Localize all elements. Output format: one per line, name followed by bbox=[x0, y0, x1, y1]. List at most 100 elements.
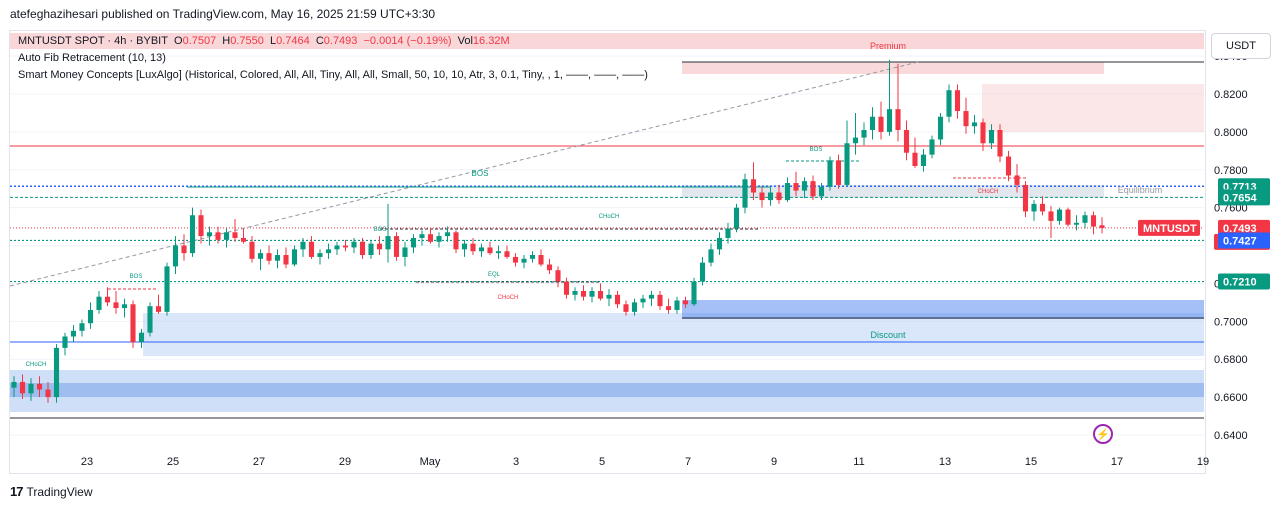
candle[interactable] bbox=[716, 232, 723, 256]
candle[interactable] bbox=[419, 230, 425, 246]
candle[interactable] bbox=[223, 228, 230, 248]
candle[interactable] bbox=[861, 122, 867, 146]
candle[interactable] bbox=[614, 291, 621, 309]
candle[interactable] bbox=[742, 173, 748, 214]
candle[interactable] bbox=[512, 253, 519, 267]
candle[interactable] bbox=[912, 137, 918, 168]
candle[interactable] bbox=[682, 296, 689, 309]
candle[interactable] bbox=[946, 84, 952, 123]
candle[interactable] bbox=[572, 287, 578, 301]
candle[interactable] bbox=[801, 177, 808, 199]
candle[interactable] bbox=[249, 236, 255, 263]
candle[interactable] bbox=[453, 230, 459, 254]
candle[interactable] bbox=[886, 59, 893, 136]
candle[interactable] bbox=[597, 283, 604, 301]
candle[interactable] bbox=[45, 381, 51, 403]
candle[interactable] bbox=[929, 135, 935, 159]
candle[interactable] bbox=[903, 120, 910, 161]
candle[interactable] bbox=[971, 114, 978, 134]
candle[interactable] bbox=[274, 249, 281, 269]
candle[interactable] bbox=[589, 287, 595, 303]
candle[interactable] bbox=[954, 84, 961, 119]
candle[interactable] bbox=[546, 258, 553, 274]
candle[interactable] bbox=[325, 243, 332, 259]
candle[interactable] bbox=[648, 291, 655, 307]
candle[interactable] bbox=[665, 298, 672, 314]
candle[interactable] bbox=[300, 237, 306, 257]
candle[interactable] bbox=[53, 344, 60, 403]
candle[interactable] bbox=[181, 234, 187, 261]
candle[interactable] bbox=[699, 256, 706, 286]
tradingview-logo-icon[interactable]: 17 bbox=[10, 484, 24, 499]
candle[interactable] bbox=[478, 243, 485, 257]
candle[interactable] bbox=[376, 236, 383, 256]
candle[interactable] bbox=[308, 236, 315, 259]
candle[interactable] bbox=[1073, 215, 1080, 231]
candle[interactable] bbox=[19, 374, 26, 400]
candle[interactable] bbox=[317, 249, 323, 265]
candle[interactable] bbox=[580, 285, 587, 301]
candle[interactable] bbox=[427, 228, 434, 244]
candle[interactable] bbox=[878, 101, 884, 140]
symbol-name[interactable]: MNTUSDT SPOT · 4h · BYBIT bbox=[18, 35, 168, 47]
candle[interactable] bbox=[444, 226, 451, 242]
candle[interactable] bbox=[104, 287, 111, 307]
currency-button[interactable]: USDT bbox=[1211, 33, 1271, 59]
candle[interactable] bbox=[810, 175, 816, 201]
candle[interactable] bbox=[733, 203, 740, 233]
candle[interactable] bbox=[937, 112, 944, 146]
candle[interactable] bbox=[818, 183, 825, 201]
candle[interactable] bbox=[631, 298, 638, 316]
candle[interactable] bbox=[563, 277, 570, 299]
candle[interactable] bbox=[759, 186, 765, 208]
candle[interactable] bbox=[504, 245, 510, 259]
candle[interactable] bbox=[172, 236, 179, 274]
candle[interactable] bbox=[393, 232, 400, 261]
candle[interactable] bbox=[206, 226, 213, 246]
symbol-legend[interactable]: MNTUSDT SPOT · 4h · BYBIT O0.7507 H0.755… bbox=[18, 35, 510, 47]
candle[interactable] bbox=[835, 154, 842, 189]
candle[interactable] bbox=[1039, 196, 1046, 216]
candle[interactable] bbox=[767, 186, 774, 206]
candle[interactable] bbox=[215, 226, 221, 244]
candle[interactable] bbox=[164, 262, 170, 316]
chart-frame[interactable] bbox=[9, 30, 1206, 474]
candle[interactable] bbox=[113, 291, 119, 314]
candle[interactable] bbox=[1014, 164, 1020, 193]
candle[interactable] bbox=[844, 120, 850, 187]
candle[interactable] bbox=[232, 219, 238, 242]
candle[interactable] bbox=[1031, 200, 1037, 221]
candle[interactable] bbox=[691, 277, 697, 307]
candle[interactable] bbox=[827, 156, 833, 191]
candle[interactable] bbox=[674, 296, 680, 314]
candle[interactable] bbox=[283, 247, 289, 269]
candle[interactable] bbox=[368, 239, 374, 259]
indicator-fib-legend[interactable]: Auto Fib Retracement (10, 13) bbox=[18, 52, 166, 64]
candle[interactable] bbox=[155, 294, 162, 314]
candle[interactable] bbox=[79, 319, 85, 337]
candle[interactable] bbox=[793, 171, 799, 197]
candle[interactable] bbox=[895, 63, 901, 142]
candle[interactable] bbox=[1022, 181, 1029, 218]
candle[interactable] bbox=[1090, 211, 1097, 235]
candle[interactable] bbox=[708, 243, 714, 267]
candle[interactable] bbox=[11, 376, 17, 398]
candle[interactable] bbox=[997, 124, 1003, 163]
candle[interactable] bbox=[963, 97, 969, 134]
candle[interactable] bbox=[1048, 205, 1054, 238]
candle[interactable] bbox=[920, 148, 927, 172]
candle[interactable] bbox=[70, 325, 77, 343]
candle[interactable] bbox=[461, 239, 468, 257]
candle[interactable] bbox=[1099, 217, 1105, 234]
lightning-icon[interactable]: ⚡ bbox=[1093, 424, 1113, 444]
candle[interactable] bbox=[869, 107, 876, 140]
candle[interactable] bbox=[240, 228, 247, 244]
candle[interactable] bbox=[1065, 207, 1071, 227]
candle[interactable] bbox=[342, 239, 349, 252]
candle[interactable] bbox=[28, 378, 34, 401]
candle[interactable] bbox=[784, 177, 791, 202]
candle[interactable] bbox=[87, 302, 94, 329]
candle[interactable] bbox=[776, 184, 782, 204]
candle[interactable] bbox=[130, 300, 136, 348]
candle[interactable] bbox=[334, 241, 340, 256]
